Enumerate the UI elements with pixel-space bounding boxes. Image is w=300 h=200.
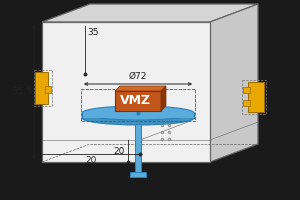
Polygon shape: [115, 86, 166, 91]
Text: 35.5: 35.5: [12, 88, 32, 97]
Bar: [34, 70, 52, 106]
Bar: [243, 100, 250, 106]
Text: VMZ: VMZ: [120, 95, 152, 108]
Text: Ø72: Ø72: [129, 72, 147, 81]
Polygon shape: [42, 22, 210, 162]
Ellipse shape: [82, 106, 194, 120]
Ellipse shape: [82, 111, 194, 125]
Text: 20: 20: [85, 156, 97, 165]
Polygon shape: [210, 4, 258, 162]
Bar: [115, 91, 161, 111]
Bar: [35, 72, 48, 104]
Bar: [81, 89, 195, 121]
Bar: [45, 86, 51, 93]
Polygon shape: [161, 86, 166, 111]
Bar: [135, 124, 141, 172]
Bar: [248, 82, 264, 112]
Polygon shape: [42, 4, 258, 22]
Bar: [243, 86, 250, 92]
Text: 20: 20: [114, 146, 125, 156]
Bar: [242, 80, 266, 114]
Bar: [130, 172, 146, 177]
Text: 35: 35: [87, 28, 98, 37]
Bar: [82, 113, 194, 118]
